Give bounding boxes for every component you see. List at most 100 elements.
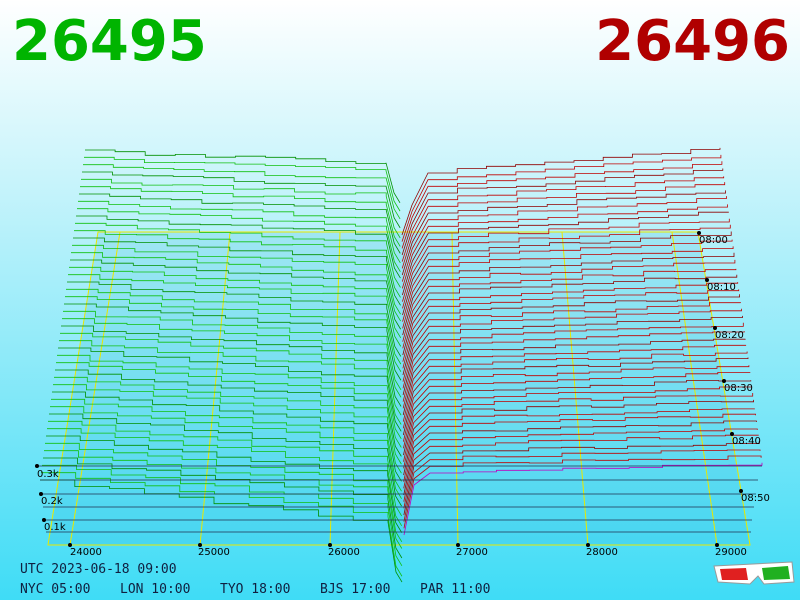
- ask-depth-line: [401, 168, 724, 256]
- ask-depth-line: [402, 331, 745, 409]
- ask-depth-line: [403, 372, 751, 449]
- price-tick-label: 26000: [328, 547, 360, 558]
- ask-depth-line: [401, 176, 725, 262]
- ask-depth-line: [402, 294, 740, 376]
- bid-depth-line: [79, 193, 401, 254]
- time-axis: 08:00 08:10 08:20 08:30 08:40 08:50: [697, 231, 770, 504]
- ask-depth-line: [402, 246, 734, 329]
- ask-depth-line: [403, 462, 763, 536]
- ask-depth-line: [401, 196, 727, 282]
- bid-depth-line: [60, 332, 402, 416]
- volume-axis: 0.3k 0.2k 0.1k: [35, 464, 66, 533]
- ask-depth-line: [403, 428, 758, 502]
- ask-depth-line: [402, 308, 742, 389]
- bid-depth-line: [85, 149, 401, 204]
- bid-depth-line: [59, 340, 402, 425]
- bid-depth-line: [81, 178, 401, 239]
- ask-depth-line: [402, 315, 743, 396]
- volume-tick-label: 0.3k: [37, 469, 59, 480]
- bid-depth-line: [72, 244, 401, 315]
- bid-depth-line: [65, 296, 402, 372]
- ask-depth-line: [401, 182, 726, 269]
- ask-depth-line: [403, 455, 762, 529]
- bid-depth-line: [64, 303, 402, 381]
- ask-depth-line: [403, 393, 754, 469]
- ask-depth-line: [402, 322, 744, 402]
- bid-depth-line: [61, 325, 402, 407]
- ask-depth-line: [402, 231, 732, 316]
- ask-depth-line: [403, 449, 761, 522]
- bid-depth-line: [52, 391, 402, 482]
- ask-depth-line: [402, 351, 748, 429]
- ask-depth-line: [402, 365, 750, 442]
- ask-depth-line: [402, 259, 736, 342]
- bid-depth-line: [71, 252, 401, 322]
- bid-price: 26495: [12, 9, 207, 74]
- time-tick-label: 08:40: [732, 436, 761, 447]
- bid-depth-line: [47, 428, 403, 527]
- price-tick-label: 28000: [586, 547, 618, 558]
- time-tick-label: 08:10: [707, 282, 736, 293]
- ask-depth-line: [402, 302, 741, 382]
- zone-time: NYC 05:00: [20, 582, 90, 597]
- ask-depth-line: [401, 154, 722, 242]
- ask-depth-line: [401, 190, 726, 276]
- ask-depth-line: [403, 386, 753, 462]
- price-axis: 24000 25000 26000 27000 28000 29000: [68, 543, 747, 558]
- ask-depth-line: [401, 204, 728, 289]
- time-tick-label: 08:30: [724, 383, 753, 394]
- bid-depth-line: [49, 413, 402, 507]
- bid-depth-line: [43, 457, 403, 559]
- ask-depth-line: [402, 224, 731, 309]
- ask-depth-line: [402, 252, 735, 336]
- bid-depth-line: [57, 354, 402, 440]
- price-tick-label: 24000: [70, 547, 102, 558]
- price-tick-label: 29000: [715, 547, 747, 558]
- bid-depth-line: [78, 200, 401, 263]
- ask-depth-line: [402, 211, 729, 296]
- ask-depth-line: [402, 289, 740, 369]
- bid-depth-line: [42, 464, 403, 567]
- bid-depth-line: [44, 450, 403, 549]
- bid-depth-line: [66, 288, 402, 365]
- bid-depth-line: [84, 156, 401, 212]
- bid-depth-line: [63, 310, 402, 391]
- zone-time: LON 10:00: [120, 582, 190, 597]
- zone-time: TYO 18:00: [220, 582, 290, 597]
- utc-time: UTC 2023-06-18 09:00: [20, 562, 177, 577]
- ask-depth-line: [403, 441, 760, 516]
- ask-depth-line: [402, 239, 733, 322]
- ask-depth-line: [401, 147, 721, 236]
- zone-time: PAR 11:00: [420, 582, 490, 597]
- bid-depth-line: [68, 274, 402, 347]
- bid-depth-line: [62, 318, 402, 398]
- ask-depth-line: [402, 344, 747, 422]
- bid-depth-line: [67, 281, 402, 357]
- ask-depth-line: [403, 399, 754, 476]
- bid-depth-line: [69, 266, 402, 339]
- bid-depth-line: [82, 171, 401, 229]
- bid-depth-line: [51, 398, 402, 492]
- bid-depth-line: [50, 406, 402, 499]
- bid-depth-line: [74, 230, 401, 298]
- bid-depth-line: [53, 384, 402, 474]
- volume-lines: [38, 465, 762, 533]
- bid-depth-line: [75, 222, 401, 288]
- ask-depth-line: [401, 161, 723, 249]
- bid-depth-line: [76, 215, 401, 279]
- ask-depth-line: [402, 218, 730, 302]
- bid-depth-line: [70, 259, 402, 330]
- price-tick-label: 27000: [456, 547, 488, 558]
- 3d-glasses-icon[interactable]: [713, 561, 795, 585]
- bid-depth-line: [45, 442, 403, 543]
- bid-depth-line: [40, 479, 403, 583]
- bid-depth-line: [54, 376, 402, 465]
- volume-tick-label: 0.2k: [41, 496, 63, 507]
- bid-depth-line: [58, 347, 402, 432]
- bid-depth-line: [77, 208, 401, 272]
- time-tick-label: 08:50: [741, 493, 770, 504]
- bid-depth-line: [48, 420, 402, 517]
- ask-depth-line: [403, 380, 752, 456]
